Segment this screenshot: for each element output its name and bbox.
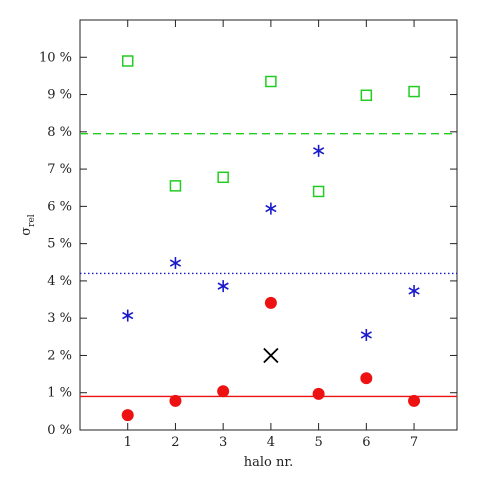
data-point-asterisk: [122, 309, 134, 322]
data-markers: [121, 55, 421, 422]
x-tick-label: 6: [362, 435, 370, 450]
x-tick-label: 7: [410, 435, 418, 450]
data-point-circle: [217, 385, 230, 398]
cross-stroke: [263, 347, 279, 364]
data-point-asterisk: [360, 328, 372, 341]
y-tick-label: 3 %: [47, 311, 72, 326]
data-point-circle: [312, 387, 325, 400]
x-tick-label: 3: [219, 435, 227, 450]
reference-lines: [80, 132, 457, 398]
x-tick-label: 1: [124, 435, 132, 450]
y-tick-label: 5 %: [47, 237, 72, 252]
y-tick-label: 1 %: [47, 386, 72, 401]
data-point-circle: [121, 409, 134, 422]
x-tick-label: 4: [267, 435, 275, 450]
asterisk-stroke: [265, 204, 277, 213]
plot-frame: [79, 19, 458, 431]
data-point-asterisk: [265, 202, 277, 215]
data-point-circle: [169, 394, 182, 407]
data-point-asterisk: [313, 144, 325, 157]
data-point-asterisk: [408, 284, 420, 297]
data-point-square: [360, 89, 373, 102]
asterisk-stroke: [408, 287, 420, 295]
y-tick-label: 6 %: [47, 199, 72, 214]
asterisk-stroke: [169, 259, 182, 267]
y-tick-label: 10 %: [39, 50, 72, 65]
data-point-circle: [360, 372, 373, 385]
data-point-square: [121, 55, 134, 67]
x-tick-label: 2: [171, 435, 179, 450]
y-axis-label-subscript: rel: [27, 214, 37, 227]
data-point-square: [408, 85, 420, 98]
data-point-circle: [408, 394, 421, 407]
data-point-circle: [264, 296, 277, 309]
data-point-square: [217, 171, 229, 184]
y-axis-label-main: σ: [19, 227, 34, 236]
asterisk-stroke: [360, 331, 372, 339]
asterisk-stroke: [313, 147, 325, 155]
data-point-square: [265, 75, 277, 88]
y-tick-label: 2 %: [47, 348, 72, 363]
y-tick-label: 4 %: [47, 274, 72, 289]
asterisk-stroke: [217, 282, 229, 290]
y-axis-label: σrel: [19, 214, 37, 236]
asterisk-stroke: [122, 311, 134, 320]
y-tick-label: 8 %: [47, 125, 72, 140]
data-point-asterisk: [217, 280, 229, 293]
data-point-cross: [263, 347, 279, 364]
y-tick-label: 7 %: [47, 162, 72, 177]
y-tick-label: 0 %: [47, 423, 72, 438]
data-point-asterisk: [169, 257, 182, 270]
y-tick-label: 9 %: [47, 88, 72, 103]
y-axis-label-symbol: σrel: [19, 214, 37, 236]
x-axis-label: halo nr.: [244, 455, 294, 470]
data-point-square: [312, 185, 325, 198]
x-tick-label: 5: [314, 435, 322, 450]
data-point-square: [169, 180, 182, 192]
tick-labels: 1 2 3 4 5 6 7 0 % 1 % 2 % 3 % 4 % 5 % 6 % 7 % 8 % 9 % 10 …: [39, 50, 418, 450]
axis-ticks: [80, 20, 457, 431]
